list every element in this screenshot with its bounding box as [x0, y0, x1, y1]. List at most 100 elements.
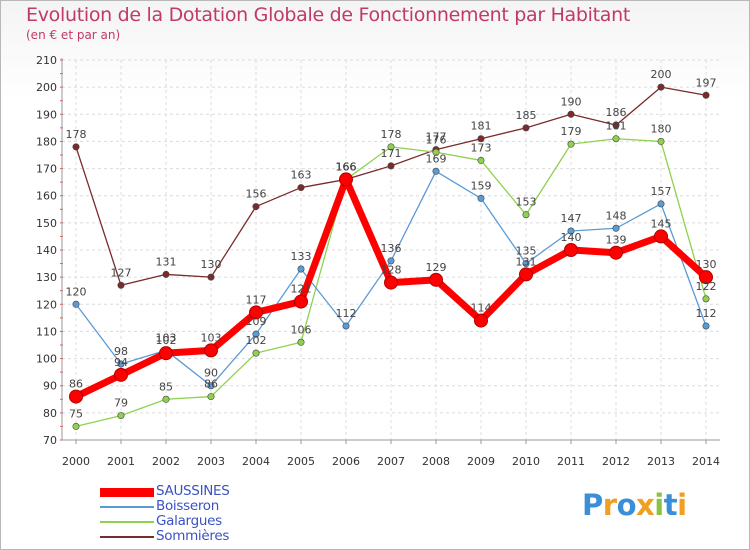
data-label: 159 — [471, 179, 492, 192]
data-label: 86 — [69, 378, 83, 391]
x-tick-label: 2005 — [287, 455, 315, 468]
data-label: 75 — [69, 407, 83, 420]
data-label: 153 — [516, 196, 537, 209]
data-point — [567, 110, 575, 118]
data-point — [339, 172, 353, 187]
data-point — [387, 143, 395, 151]
data-label: 173 — [471, 141, 492, 154]
legend-swatch — [100, 521, 154, 523]
data-point — [69, 389, 83, 404]
data-point — [297, 265, 305, 273]
data-label: 106 — [291, 323, 312, 336]
data-point — [387, 257, 395, 265]
data-point — [477, 194, 485, 202]
x-tick-label: 2001 — [107, 455, 135, 468]
data-label: 178 — [381, 128, 402, 141]
data-label: 94 — [114, 356, 128, 369]
data-point — [432, 148, 440, 156]
data-point — [429, 272, 443, 287]
data-label: 121 — [291, 283, 312, 296]
chart-axes: 7080901001101201301401501601701801902002… — [36, 54, 720, 468]
x-tick-label: 2009 — [467, 455, 495, 468]
data-point — [654, 229, 668, 244]
y-tick-label: 210 — [36, 54, 57, 67]
legend-swatch — [100, 506, 154, 508]
data-label: 145 — [651, 217, 672, 230]
data-point — [567, 140, 575, 148]
data-label: 112 — [696, 307, 717, 320]
data-label: 190 — [561, 95, 582, 108]
legend-swatch — [100, 536, 154, 538]
data-point — [699, 270, 713, 285]
data-point — [387, 162, 395, 170]
data-point — [384, 275, 398, 290]
y-tick-label: 160 — [36, 190, 57, 203]
data-point — [702, 295, 710, 303]
chart-data-labels: 178 127 131 130 156 163 166 171 177 181 185 190 186 2… — [66, 68, 717, 420]
data-label: 85 — [159, 380, 173, 393]
data-label: 86 — [204, 378, 218, 391]
data-label: 103 — [201, 331, 222, 344]
data-label: 128 — [381, 264, 402, 277]
legend-label: SAUSSINES — [156, 483, 230, 499]
data-label: 139 — [606, 234, 627, 247]
data-label: 136 — [381, 242, 402, 255]
data-label: 156 — [246, 188, 267, 201]
y-tick-label: 200 — [36, 81, 57, 94]
data-point — [657, 137, 665, 145]
y-tick-label: 190 — [36, 108, 57, 121]
data-point — [72, 422, 80, 430]
data-point — [117, 412, 125, 420]
data-label: 114 — [471, 302, 492, 315]
data-point — [252, 203, 260, 211]
x-tick-label: 2013 — [647, 455, 675, 468]
data-point — [657, 83, 665, 91]
x-tick-label: 2002 — [152, 455, 180, 468]
data-point — [522, 260, 530, 268]
data-label: 98 — [114, 345, 128, 358]
x-tick-label: 2007 — [377, 455, 405, 468]
data-label: 177 — [426, 131, 447, 144]
data-point — [342, 322, 350, 330]
data-label: 127 — [111, 266, 132, 279]
data-point — [252, 330, 260, 338]
y-tick-label: 110 — [36, 325, 57, 338]
data-label: 133 — [291, 250, 312, 263]
x-tick-label: 2011 — [557, 455, 585, 468]
data-label: 79 — [114, 397, 128, 410]
chart-title: Evolution de la Dotation Globale de Fonc… — [26, 4, 631, 26]
data-label: 166 — [336, 160, 357, 173]
data-label: 109 — [246, 315, 267, 328]
x-tick-label: 2008 — [422, 455, 450, 468]
data-label: 181 — [606, 120, 627, 133]
data-label: 171 — [381, 147, 402, 160]
data-point — [612, 135, 620, 143]
data-point — [297, 184, 305, 192]
data-point — [432, 167, 440, 175]
data-label: 166 — [336, 160, 357, 173]
y-tick-label: 130 — [36, 271, 57, 284]
data-point — [657, 200, 665, 208]
data-point — [72, 143, 80, 151]
y-tick-label: 180 — [36, 135, 57, 148]
y-tick-label: 140 — [36, 244, 57, 257]
legend-swatch — [100, 487, 154, 497]
data-label: 163 — [291, 169, 312, 182]
data-label: 178 — [66, 128, 87, 141]
data-point — [249, 305, 263, 320]
data-label: 131 — [516, 255, 537, 268]
data-label: 117 — [246, 293, 267, 306]
data-label: 130 — [201, 258, 222, 271]
data-point — [117, 281, 125, 289]
data-point — [522, 211, 530, 219]
data-point — [207, 393, 215, 401]
x-tick-label: 2010 — [512, 455, 540, 468]
data-point — [477, 135, 485, 143]
data-label: 185 — [516, 109, 537, 122]
data-label: 166 — [336, 160, 357, 173]
proxiti-logo: Proxiti — [582, 488, 687, 522]
data-point — [204, 343, 218, 358]
data-label: 135 — [516, 245, 537, 258]
data-point — [702, 91, 710, 99]
data-point — [474, 313, 488, 328]
